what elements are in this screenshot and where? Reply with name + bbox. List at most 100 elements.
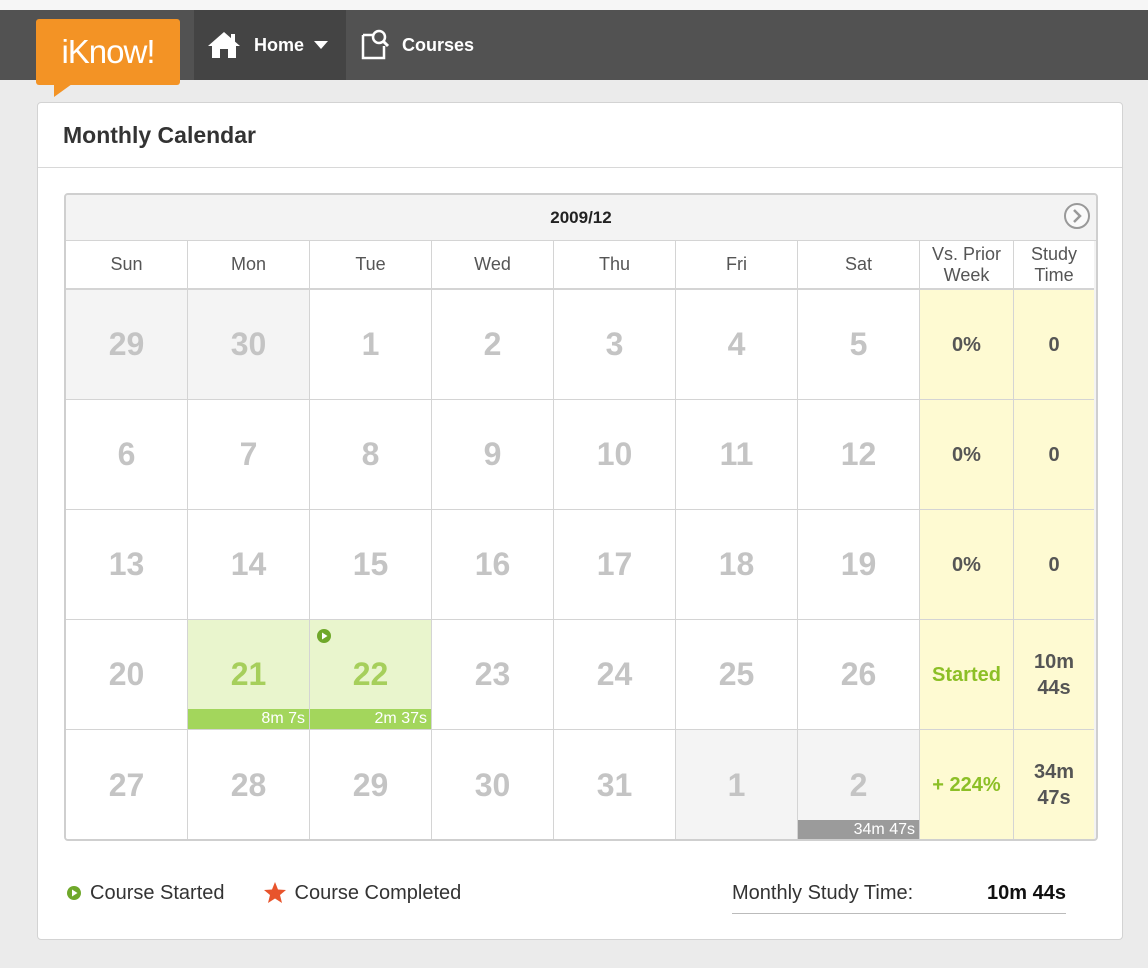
nav-home-menu[interactable]: Home — [194, 10, 346, 80]
day-cell[interactable]: 8 — [310, 400, 432, 510]
day-cell[interactable]: 23 — [432, 620, 554, 730]
day-cell[interactable]: 7 — [188, 400, 310, 510]
day-number: 2 — [483, 326, 502, 362]
day-number: 9 — [483, 436, 502, 472]
study-time-cell: 10m 44s — [1014, 620, 1094, 730]
day-cell[interactable]: 9 — [432, 400, 554, 510]
day-cell[interactable]: 21 8m 7s — [188, 620, 310, 730]
day-cell[interactable]: 3 — [554, 290, 676, 400]
day-cell[interactable]: 25 — [676, 620, 798, 730]
home-icon — [208, 32, 240, 58]
vs-prior-week-cell: 0% — [920, 510, 1014, 620]
study-time-cell: 0 — [1014, 290, 1094, 400]
vs-prior-week-cell: 0% — [920, 290, 1014, 400]
day-number: 24 — [596, 656, 633, 692]
day-cell[interactable]: 29 — [310, 730, 432, 839]
day-number: 2 — [849, 766, 868, 803]
course-started-icon — [317, 629, 331, 643]
column-header: Fri — [676, 241, 798, 290]
day-cell[interactable]: 10 — [554, 400, 676, 510]
day-cell[interactable]: 5 — [798, 290, 920, 400]
day-cell[interactable]: 1 — [310, 290, 432, 400]
column-header: Tue — [310, 241, 432, 290]
day-number: 30 — [474, 766, 511, 803]
monthly-study-time-value: 10m 44s — [987, 881, 1066, 904]
panel-title: Monthly Calendar — [38, 103, 1122, 168]
day-number: 4 — [727, 326, 746, 362]
day-number: 20 — [108, 656, 145, 692]
legend-started: Course Started — [66, 882, 225, 905]
study-time-bar: 34m 47s — [798, 820, 919, 839]
column-header: Vs. Prior Week — [920, 241, 1014, 290]
day-cell[interactable]: 31 — [554, 730, 676, 839]
day-number: 25 — [718, 656, 755, 692]
legend-started-label: Course Started — [90, 881, 225, 904]
day-cell[interactable]: 29 — [66, 290, 188, 400]
day-cell[interactable]: 2 34m 47s — [798, 730, 920, 839]
day-cell[interactable]: 4 — [676, 290, 798, 400]
day-cell[interactable]: 19 — [798, 510, 920, 620]
day-cell[interactable]: 30 — [188, 290, 310, 400]
day-cell[interactable]: 1 — [676, 730, 798, 839]
top-nav-bar — [0, 10, 1148, 80]
column-header: Sun — [66, 241, 188, 290]
day-number: 1 — [727, 766, 746, 803]
vs-prior-week-cell: + 224% — [920, 730, 1014, 839]
calendar-header: 2009/12 — [66, 195, 1096, 241]
day-cell[interactable]: 11 — [676, 400, 798, 510]
day-cell[interactable]: 16 — [432, 510, 554, 620]
day-number: 1 — [361, 326, 380, 362]
day-cell[interactable]: 17 — [554, 510, 676, 620]
vs-prior-week-cell: 0% — [920, 400, 1014, 510]
day-cell[interactable]: 26 — [798, 620, 920, 730]
day-number: 22 — [352, 656, 389, 692]
day-number: 12 — [840, 436, 877, 472]
column-header: Study Time — [1014, 241, 1094, 290]
monthly-study-time: Monthly Study Time: 10m 44s — [732, 873, 1066, 914]
legend: Course Started Course Completed — [66, 881, 499, 905]
top-strip — [0, 0, 1148, 10]
day-cell[interactable]: 24 — [554, 620, 676, 730]
day-number: 29 — [352, 766, 389, 803]
study-time-bar: 8m 7s — [188, 709, 309, 729]
calendar-month: 2009/12 — [550, 207, 612, 227]
monthly-study-time-label: Monthly Study Time: — [732, 881, 914, 904]
day-number: 30 — [230, 326, 267, 362]
day-cell[interactable]: 28 — [188, 730, 310, 839]
vs-prior-week-cell: Started — [920, 620, 1014, 730]
day-cell[interactable]: 27 — [66, 730, 188, 839]
calendar-grid: Sun Mon Tue Wed Thu Fri Sat Vs. Prior Week Study… — [66, 241, 1096, 839]
nav-courses-link[interactable]: Courses — [360, 10, 474, 80]
next-month-button[interactable] — [1064, 203, 1090, 229]
day-cell[interactable]: 30 — [432, 730, 554, 839]
day-number: 26 — [840, 656, 877, 692]
day-cell[interactable]: 2 — [432, 290, 554, 400]
chevron-right-icon — [1073, 209, 1082, 223]
courses-icon — [361, 29, 390, 60]
day-cell[interactable]: 22 2m 37s — [310, 620, 432, 730]
day-number: 31 — [596, 766, 633, 803]
iknow-logo[interactable]: iKnow! — [36, 19, 180, 85]
day-cell[interactable]: 13 — [66, 510, 188, 620]
column-header: Sat — [798, 241, 920, 290]
course-completed-icon — [263, 882, 286, 903]
day-number: 11 — [719, 436, 754, 472]
day-cell[interactable]: 14 — [188, 510, 310, 620]
legend-completed-label: Course Completed — [294, 881, 462, 904]
day-number: 28 — [230, 766, 267, 803]
day-number: 15 — [352, 546, 389, 582]
day-cell[interactable]: 20 — [66, 620, 188, 730]
calendar: 2009/12 Sun Mon Tue Wed Thu Fri Sat Vs. Prior W… — [64, 193, 1098, 841]
day-cell[interactable]: 6 — [66, 400, 188, 510]
day-number: 29 — [108, 326, 145, 362]
study-time-cell: 0 — [1014, 510, 1094, 620]
nav-courses-label: Courses — [402, 34, 475, 55]
logo-tail — [54, 84, 72, 97]
column-header: Wed — [432, 241, 554, 290]
column-header: Mon — [188, 241, 310, 290]
day-cell[interactable]: 15 — [310, 510, 432, 620]
day-cell[interactable]: 12 — [798, 400, 920, 510]
day-number: 27 — [108, 766, 145, 803]
chevron-down-icon — [314, 41, 329, 49]
day-cell[interactable]: 18 — [676, 510, 798, 620]
